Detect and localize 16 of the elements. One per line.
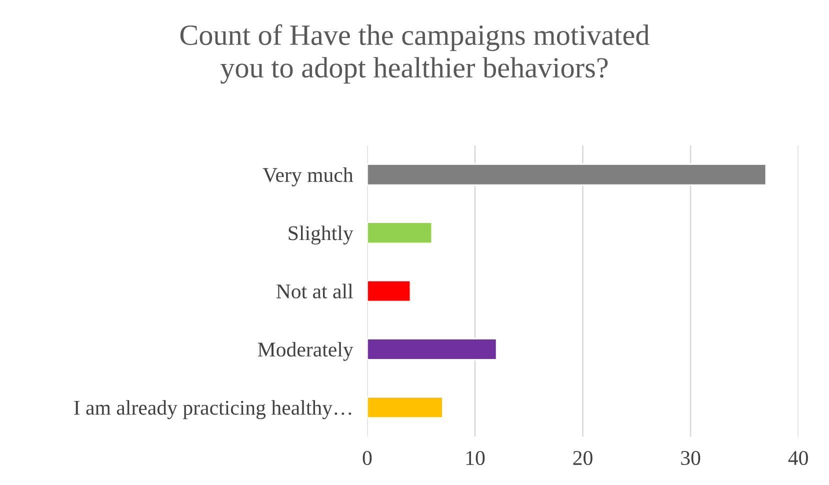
- y-tick-label: Not at all: [276, 284, 353, 298]
- bar: [367, 222, 433, 244]
- bar: [367, 338, 498, 360]
- y-tick-label: Very much: [262, 167, 354, 186]
- bar: [367, 163, 767, 186]
- y-tick-label: Moderately: [258, 342, 354, 361]
- x-tick-label: 0: [362, 450, 372, 466]
- x-tick-label: 40: [788, 450, 808, 466]
- x-tick-label: 30: [681, 450, 700, 466]
- x-tick-label: 20: [573, 450, 592, 466]
- x-tick-label: 10: [466, 450, 485, 466]
- bar: [367, 280, 412, 302]
- y-tick-label: I am already practicing healthy…: [74, 400, 352, 420]
- chart-title: Count of Have the campaigns motivated you to adopt healthier behaviors?: [180, 24, 650, 84]
- y-tick-label: Slightly: [288, 226, 354, 245]
- bar: [367, 396, 444, 419]
